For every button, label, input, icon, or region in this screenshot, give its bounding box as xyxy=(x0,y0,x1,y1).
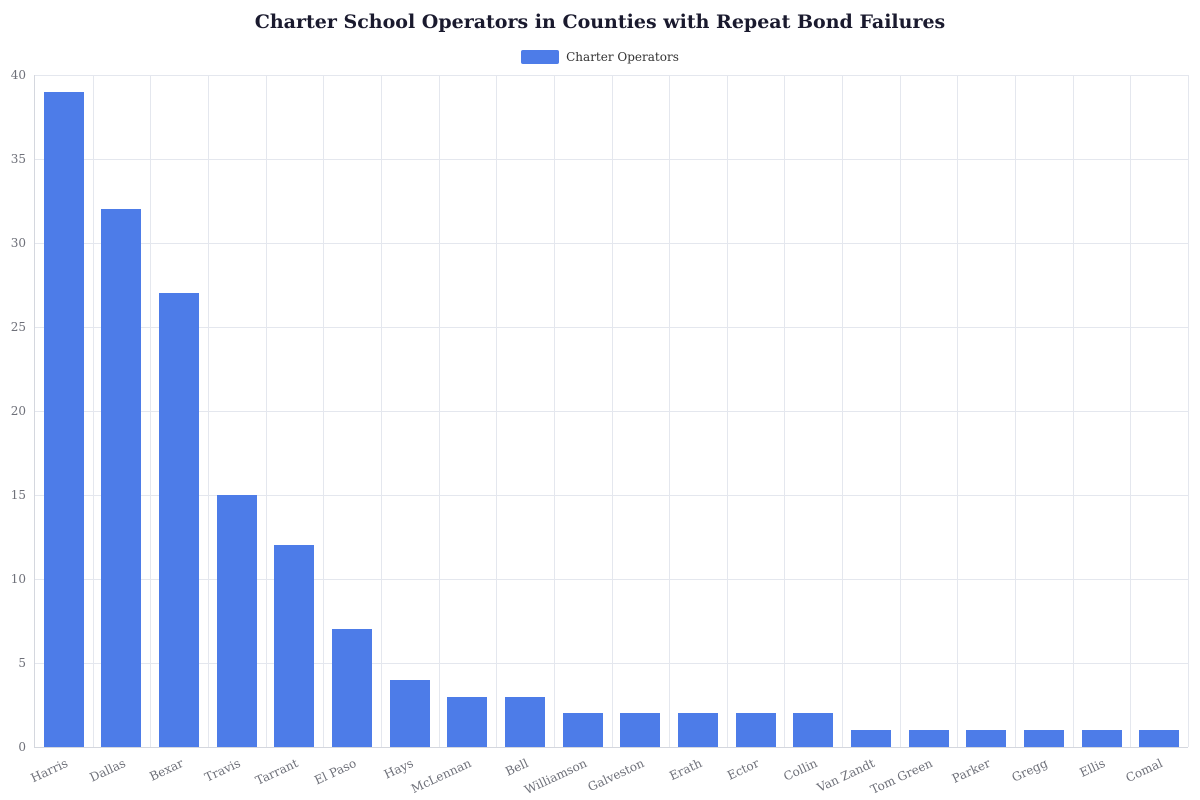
vertical-gridline xyxy=(1130,75,1132,747)
vertical-gridline xyxy=(265,75,267,747)
vertical-gridline xyxy=(380,75,382,747)
legend-swatch-icon xyxy=(521,50,560,64)
x-axis-tick-label: Bell xyxy=(503,756,531,779)
x-axis-tick-label: Hays xyxy=(382,756,416,782)
vertical-gridline xyxy=(611,75,613,747)
plot-area: 0 5 10 15 20 25 30 35 40 Harris Dallas Bexar Travis T… xyxy=(11,68,1189,797)
x-axis-tick-label: Comal xyxy=(1124,756,1166,786)
vertical-gridline xyxy=(899,75,901,747)
bar-mclennan[interactable] xyxy=(447,696,488,747)
vertical-gridline xyxy=(1015,75,1017,747)
vertical-gridline xyxy=(669,75,671,747)
y-axis-tick-label: 40 xyxy=(10,68,26,82)
vertical-gridline xyxy=(957,75,959,747)
vertical-gridline xyxy=(726,75,728,747)
vertical-gridline xyxy=(323,75,325,747)
bar-hays[interactable] xyxy=(389,679,430,747)
y-axis-tick-label: 20 xyxy=(10,404,26,418)
legend-label: Charter Operators xyxy=(566,50,679,64)
bar-erath[interactable] xyxy=(677,713,718,747)
x-axis-tick-label: El Paso xyxy=(311,756,358,788)
x-axis-tick-label: Harris xyxy=(28,756,70,786)
bar-parker[interactable] xyxy=(966,730,1007,747)
y-axis-tick-label: 0 xyxy=(18,740,26,754)
vertical-gridline xyxy=(1188,75,1189,747)
y-axis-tick-label: 25 xyxy=(10,320,26,334)
y-axis-tick-label: 15 xyxy=(10,488,26,502)
vertical-gridline xyxy=(842,75,844,747)
x-axis-tick-label: Erath xyxy=(666,756,704,784)
y-axis-tick-label: 5 xyxy=(18,656,26,670)
y-axis-tick-label: 30 xyxy=(10,236,26,250)
x-axis-tick-label: Tom Green xyxy=(868,756,935,797)
bar-dallas[interactable] xyxy=(101,209,142,747)
x-axis-tick-label: Dallas xyxy=(87,756,128,785)
bar-galveston[interactable] xyxy=(620,713,661,747)
x-axis-tick-label: Van Zandt xyxy=(814,756,877,795)
bar-tarrant[interactable] xyxy=(274,545,315,747)
vertical-gridline xyxy=(1072,75,1074,747)
bar-harris[interactable] xyxy=(43,91,84,747)
legend-item[interactable]: Charter Operators xyxy=(0,50,1200,64)
vertical-gridline xyxy=(496,75,498,747)
x-axis-tick-label: Travis xyxy=(202,756,243,785)
vertical-gridline xyxy=(92,75,94,747)
x-axis-tick-label: Ector xyxy=(725,756,762,783)
bar-bexar[interactable] xyxy=(159,293,200,747)
bar-collin[interactable] xyxy=(793,713,834,747)
bar-ector[interactable] xyxy=(735,713,776,747)
x-axis-tick-label: Bexar xyxy=(146,756,186,784)
bar-gregg[interactable] xyxy=(1023,730,1064,747)
vertical-gridline xyxy=(207,75,209,747)
y-axis-tick-label: 10 xyxy=(10,572,26,586)
bar-el-paso[interactable] xyxy=(332,629,373,747)
y-axis-tick-label: 35 xyxy=(10,152,26,166)
x-axis-tick-label: Gregg xyxy=(1009,756,1050,785)
bar-tom-green[interactable] xyxy=(908,730,949,747)
bar-comal[interactable] xyxy=(1139,730,1180,747)
x-axis-tick-label: Williamson xyxy=(521,756,589,798)
bar-bell[interactable] xyxy=(505,696,546,747)
bar-ellis[interactable] xyxy=(1081,730,1122,747)
vertical-gridline xyxy=(438,75,440,747)
x-axis-tick-label: Parker xyxy=(949,756,993,786)
vertical-gridline xyxy=(784,75,786,747)
x-axis-tick-label: Galveston xyxy=(585,756,647,795)
x-axis-tick-label: Tarrant xyxy=(253,756,301,788)
bar-williamson[interactable] xyxy=(562,713,603,747)
bar-travis[interactable] xyxy=(216,495,257,747)
vertical-gridline xyxy=(150,75,152,747)
chart-title: Charter School Operators in Counties wit… xyxy=(254,11,946,33)
vertical-gridline xyxy=(553,75,555,747)
x-axis-tick-label: Collin xyxy=(780,756,820,784)
bar-van-zandt[interactable] xyxy=(850,730,891,747)
x-axis-tick-label: McLennan xyxy=(408,756,474,796)
x-axis-tick-label: Ellis xyxy=(1077,756,1108,780)
